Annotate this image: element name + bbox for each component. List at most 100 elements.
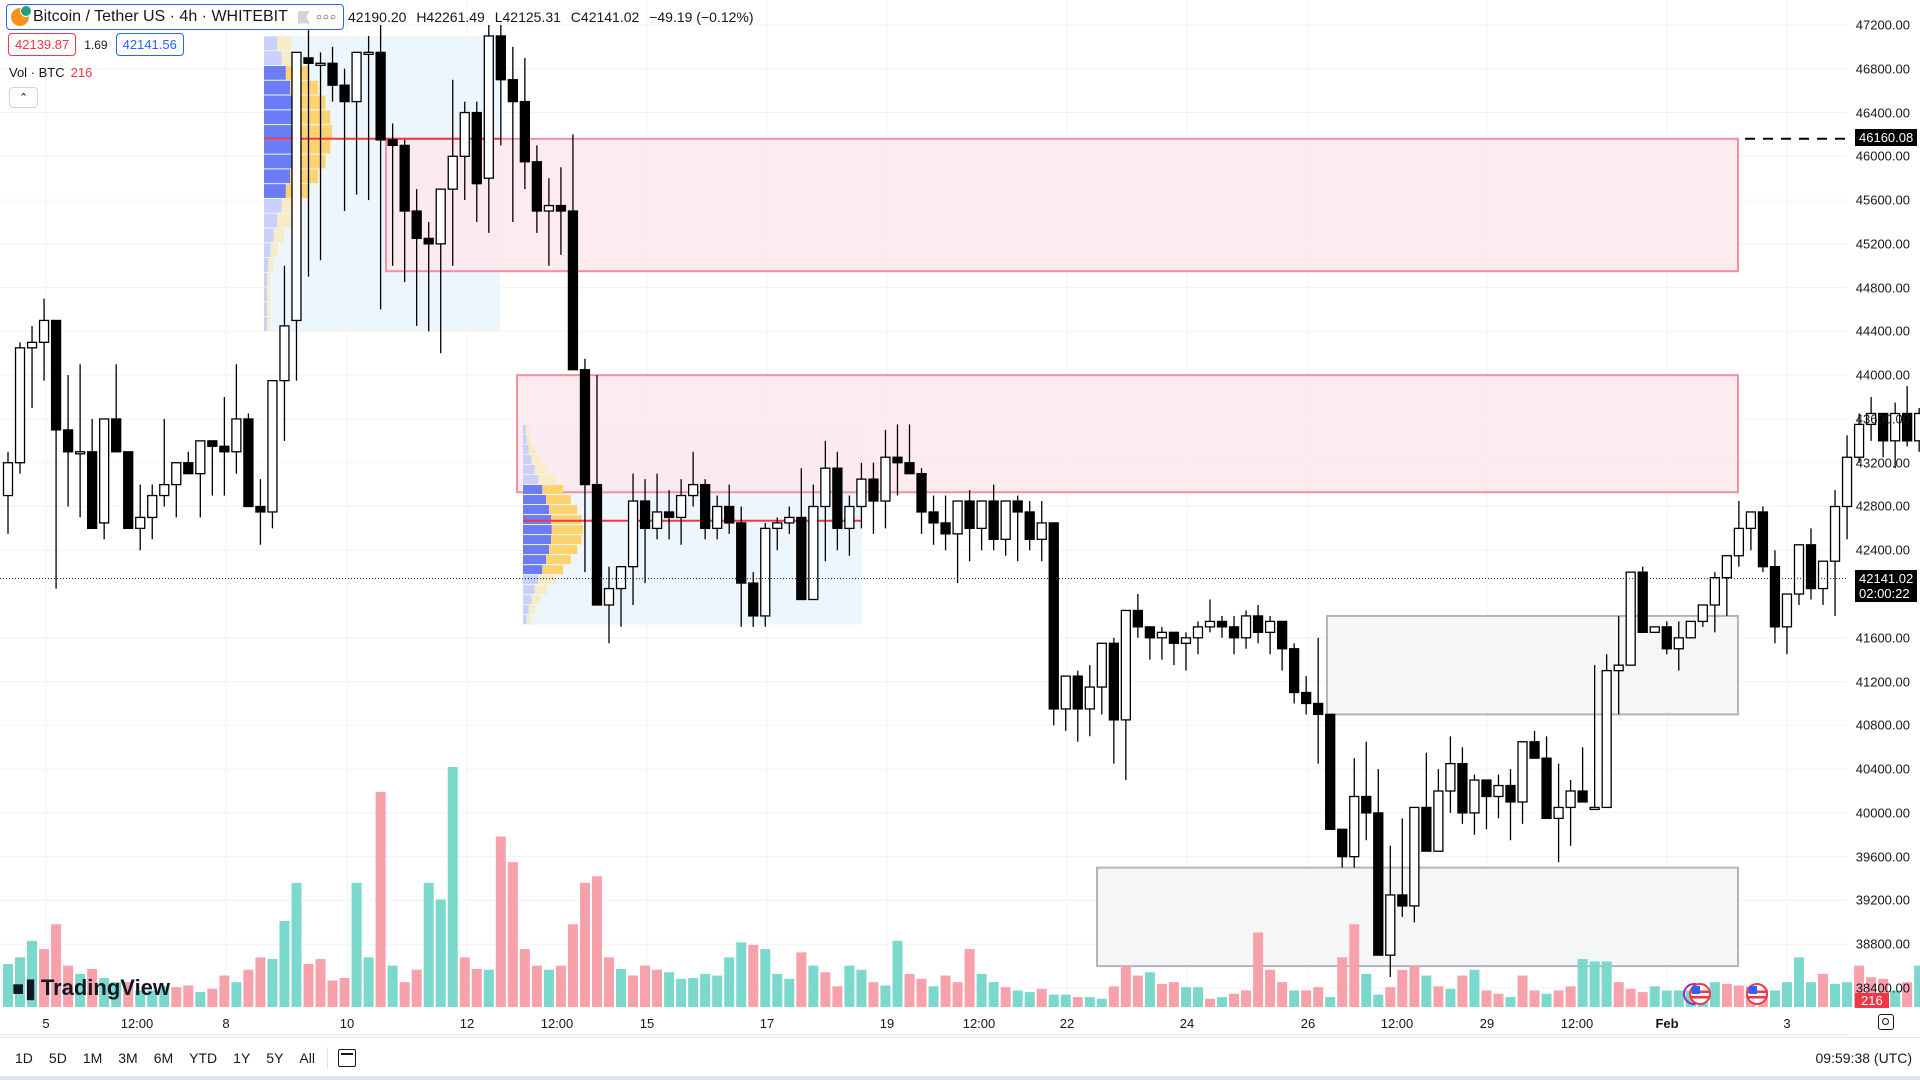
volume-bar: [75, 973, 86, 1007]
time-tick-label: 10: [339, 1016, 355, 1031]
volume-bar: [1637, 992, 1648, 1007]
utc-clock[interactable]: 09:59:38 (UTC): [1815, 1050, 1912, 1066]
volume-bar: [411, 969, 422, 1007]
volume-bar: [736, 942, 747, 1007]
bullish-candle: [1084, 686, 1095, 710]
bearish-candle: [207, 440, 218, 447]
bid-ask-row: 42139.87 1.69 42141.56: [8, 33, 184, 56]
bearish-candle: [1481, 779, 1492, 798]
volume-profile-bar: [523, 555, 546, 565]
bullish-candle: [1853, 423, 1865, 458]
volume-profile-bar: [526, 434, 531, 444]
last-price-value: 42141.02: [1859, 571, 1914, 586]
volume-profile-bar: [523, 424, 526, 434]
volume-bar: [51, 924, 62, 1007]
sell-price-button[interactable]: 42139.87: [8, 33, 77, 56]
bearish-candle: [183, 462, 194, 475]
range-6m-button[interactable]: 6M: [153, 1050, 174, 1066]
time-axis[interactable]: 5 12:00 8 10 12 12:00 15 17 19 12:00 22 24 26 12:00 29…: [0, 1016, 1850, 1034]
tradingview-logo: ■❚ TradingView: [12, 975, 170, 1001]
bullish-candle: [291, 51, 302, 322]
bearish-candle: [1276, 620, 1288, 650]
calendar-goto-icon[interactable]: [337, 1049, 356, 1067]
volume-bar: [519, 949, 530, 1007]
range-ytd-button[interactable]: YTD: [189, 1050, 218, 1066]
bearish-candle: [1072, 675, 1083, 710]
volume-bar: [868, 982, 879, 1007]
time-tick-label: 22: [1059, 1016, 1075, 1031]
bullish-candle: [38, 319, 50, 343]
volume-bar: [1673, 990, 1684, 1007]
volume-bar: [832, 986, 843, 1007]
volume-profile-bar: [523, 505, 550, 515]
volume-profile-bar: [551, 525, 583, 535]
volume-bar: [1132, 975, 1143, 1007]
more-options-icon[interactable]: ○○○: [315, 11, 338, 23]
volume-profile-bar: [295, 110, 331, 125]
bearish-candle: [519, 100, 531, 163]
bullish-candle: [1240, 615, 1252, 639]
volume-bar: [1793, 957, 1804, 1007]
bearish-candle: [399, 144, 410, 212]
volume-bar: [664, 972, 675, 1007]
volume-profile-bar: [264, 80, 291, 95]
us-economic-event-icon[interactable]: [1689, 983, 1711, 1005]
volume-bar: [1577, 959, 1588, 1007]
range-1m-button[interactable]: 1M: [82, 1050, 103, 1066]
volume-bar: [1229, 993, 1240, 1007]
symbol-title-box[interactable]: Bitcoin / Tether US · 4h · WHITEBIT ○○○: [6, 4, 345, 30]
volume-bar: [1072, 997, 1083, 1007]
volume-bar: [1721, 983, 1732, 1007]
volume-bar: [1709, 982, 1720, 1007]
range-5d-button[interactable]: 5D: [48, 1050, 67, 1066]
range-all-button[interactable]: All: [299, 1050, 315, 1066]
bearish-candle: [1313, 702, 1324, 716]
volume-profile-bar: [523, 484, 543, 495]
range-1d-button[interactable]: 1D: [15, 1050, 33, 1066]
volume-bar: [1325, 997, 1336, 1007]
range-1y-button[interactable]: 1Y: [233, 1050, 251, 1066]
time-tick-label: 12: [459, 1016, 475, 1031]
volume-bar: [1818, 973, 1829, 1007]
volume-bar: [916, 978, 927, 1007]
bullish-candle: [844, 505, 855, 530]
time-tick-label: 12:00: [120, 1016, 154, 1031]
volume-bar: [1854, 965, 1865, 1007]
flag-icon[interactable]: [297, 10, 310, 24]
volume-profile-bar: [264, 213, 278, 228]
volume-bar: [1060, 994, 1071, 1007]
tradingview-mark-icon: ■❚: [12, 977, 39, 1000]
bullish-candle: [615, 566, 627, 590]
bearish-candle: [1048, 522, 1059, 710]
volume-profile-bar: [264, 169, 291, 184]
bullish-candle: [435, 188, 446, 245]
volume-profile-bar: [528, 444, 536, 454]
collapse-legend-button[interactable]: ⌃: [9, 87, 38, 108]
price-tick-label: 41200.00: [1855, 674, 1910, 690]
volume-bar: [579, 882, 590, 1007]
bullish-candle: [627, 500, 639, 568]
volume-bar: [1012, 990, 1023, 1007]
time-tick-label: 26: [1300, 1016, 1316, 1031]
us-economic-event-icon[interactable]: [1746, 983, 1768, 1005]
bearish-candle: [1108, 642, 1119, 721]
bearish-candle: [1144, 626, 1156, 639]
buy-price-button[interactable]: 42141.56: [115, 33, 184, 56]
range-3m-button[interactable]: 3M: [118, 1050, 138, 1066]
range-5y-button[interactable]: 5Y: [266, 1050, 284, 1066]
volume-bar: [567, 924, 578, 1007]
bullish-candle: [760, 527, 771, 617]
chart-settings-icon[interactable]: [1878, 1014, 1894, 1030]
volume-bar: [1000, 987, 1011, 1007]
bullish-candle: [1469, 779, 1480, 814]
price-tick-label: 44000.00: [1855, 367, 1910, 383]
volume-bar: [976, 973, 987, 1007]
bearish-candle: [62, 429, 74, 453]
volume-profile-bar: [523, 474, 539, 484]
volume-bar: [1048, 994, 1059, 1007]
volume-bar: [3, 963, 13, 1007]
volume-bar: [147, 990, 158, 1007]
bullish-candle: [1409, 806, 1420, 907]
volume-bar: [231, 982, 242, 1007]
